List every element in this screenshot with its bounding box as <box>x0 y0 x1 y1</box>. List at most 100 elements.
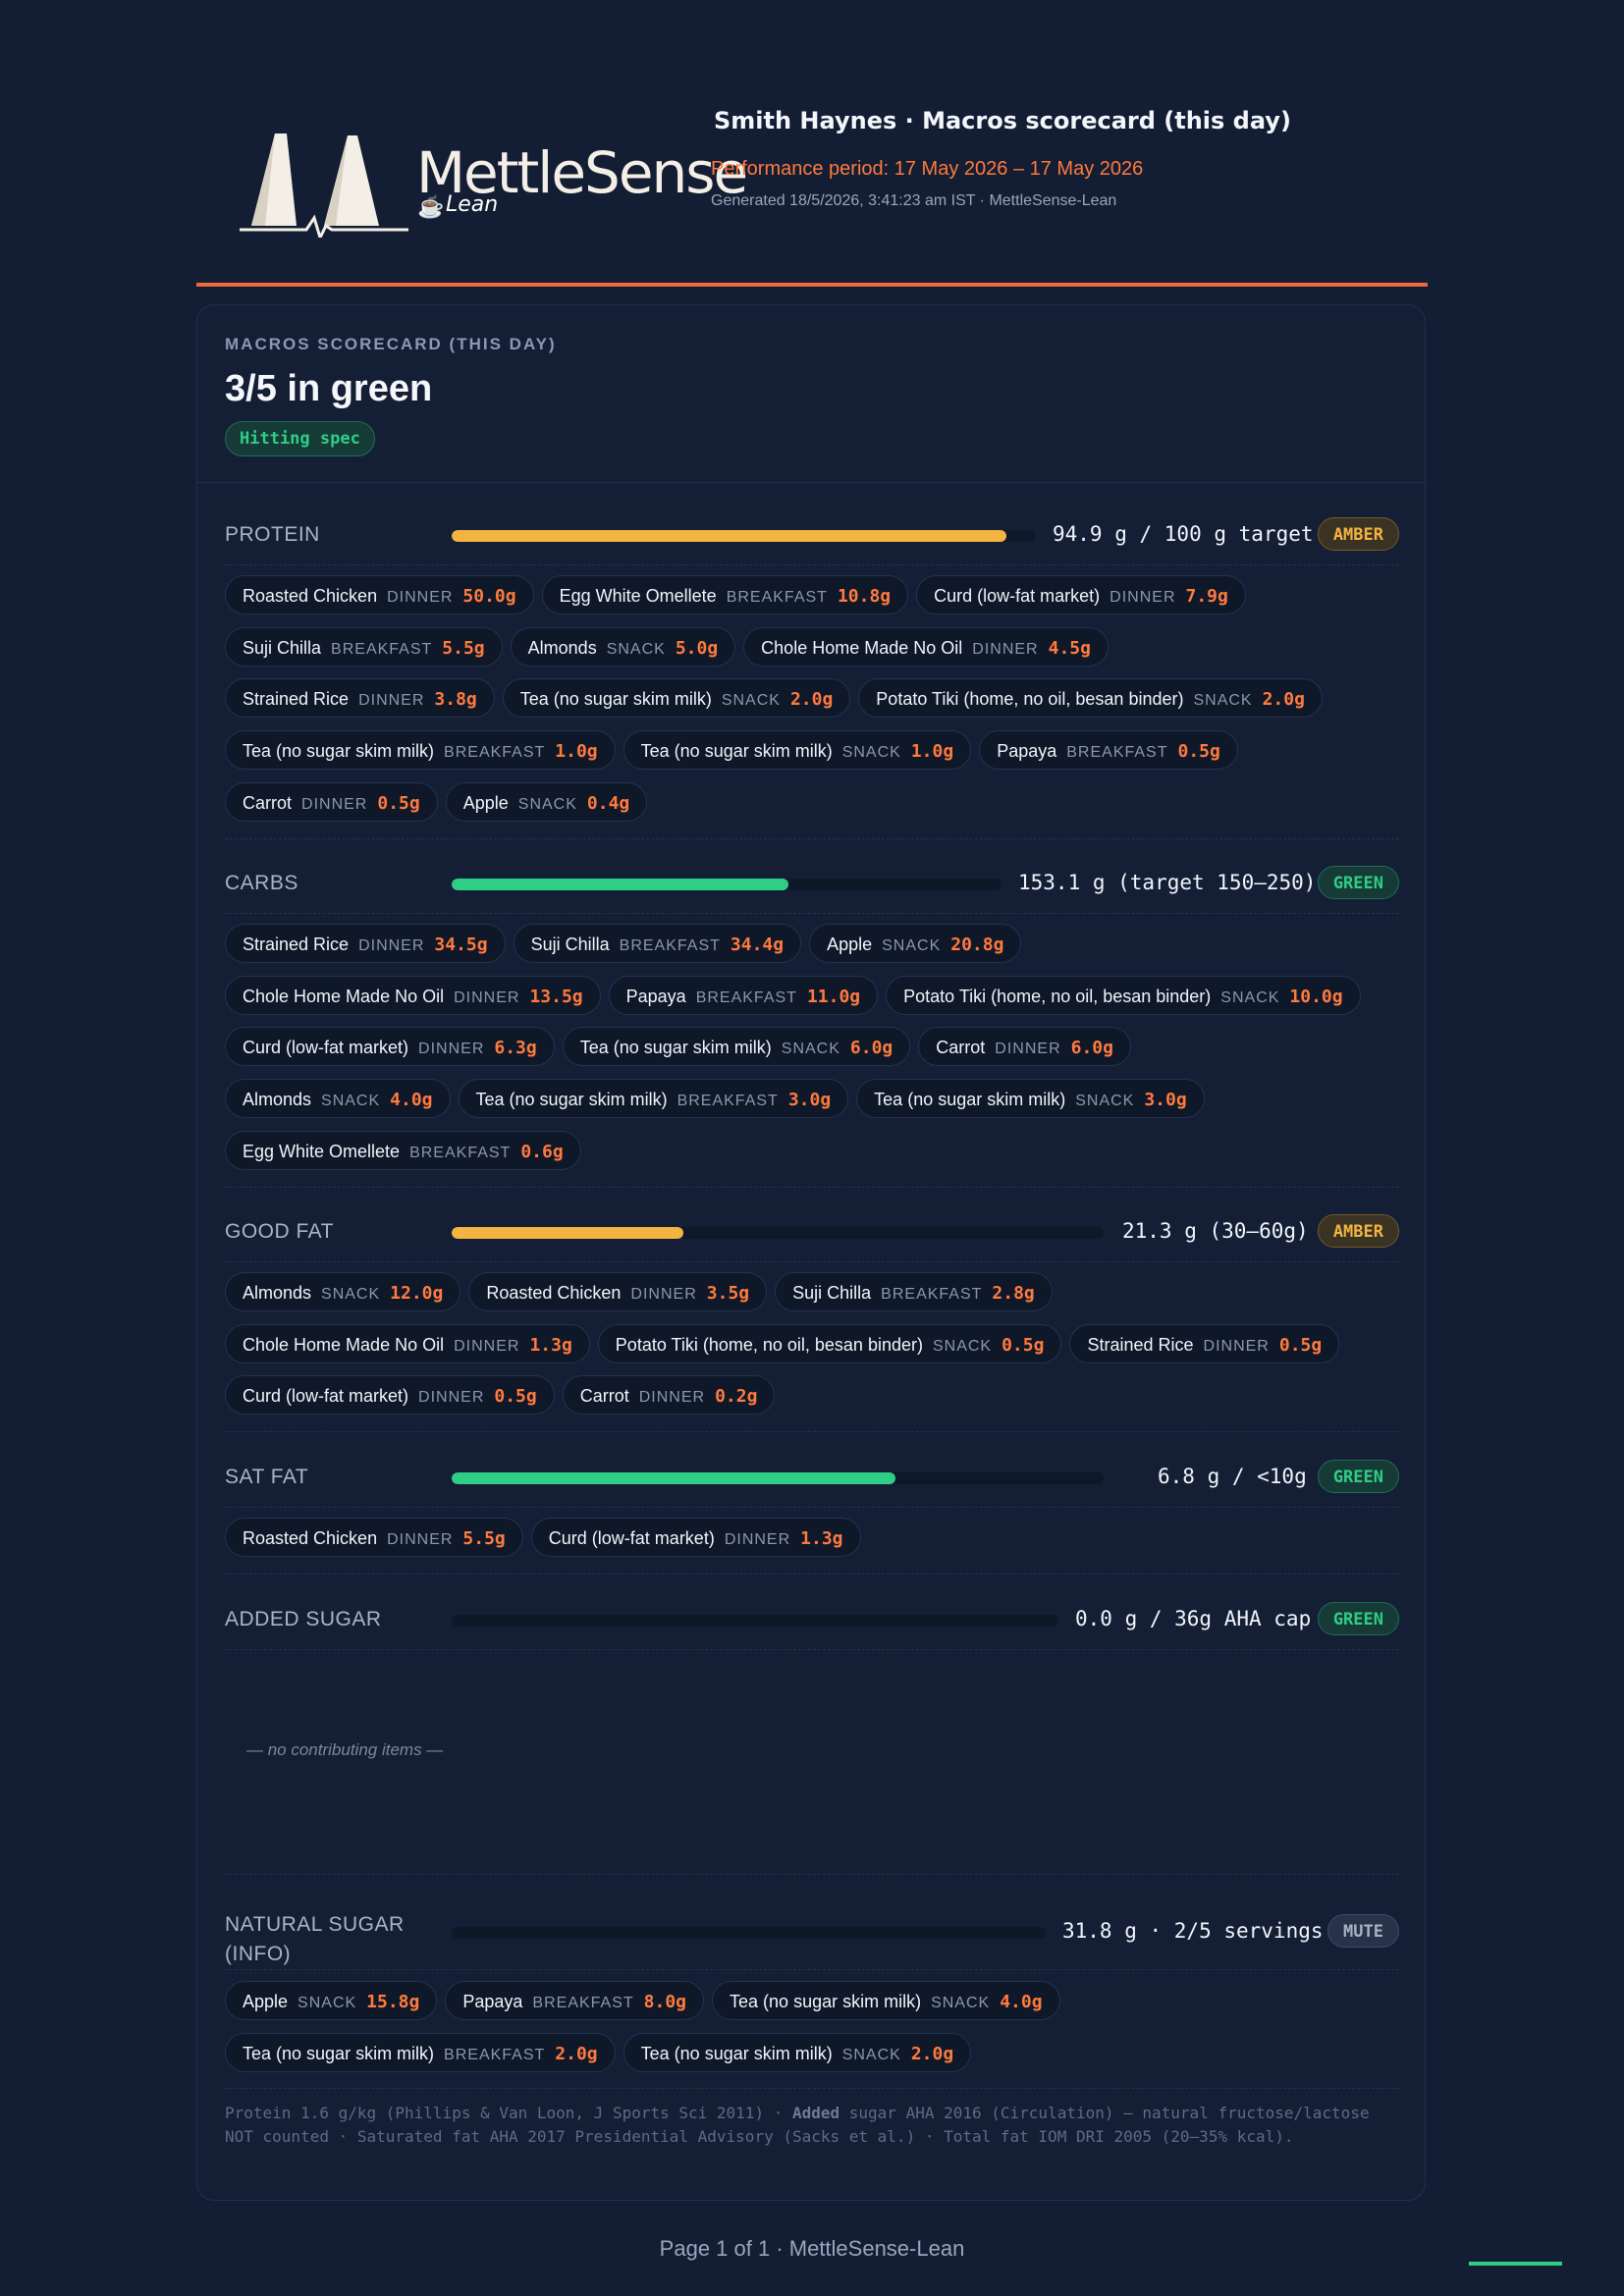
scorecard-score: 3/5 in green <box>225 368 433 409</box>
metric-natural-sugar-info: NATURAL SUGAR (INFO) 31.8 g · 2/5 serving… <box>225 1912 1399 2090</box>
food-amount: 0.5g <box>494 1386 537 1408</box>
food-name: Papaya <box>625 986 686 1006</box>
divider <box>225 1431 1399 1433</box>
food-chip: Curd (low-fat market) DINNER 1.3g <box>530 1518 861 1557</box>
sources-note-part2: sugar AHA 2016 (Circulation) — natural f… <box>225 2104 1370 2146</box>
food-amount: 1.0g <box>555 741 598 763</box>
food-name: Curd (low-fat market) <box>548 1528 715 1548</box>
food-name: Almonds <box>527 637 597 658</box>
food-chip: Curd (low-fat market) DINNER 6.3g <box>225 1027 555 1067</box>
food-amount: 6.3g <box>494 1038 537 1059</box>
metric-protein: PROTEIN 94.9 g / 100 g target AMBER Roasted… <box>225 515 1399 839</box>
contributor-chips: Strained Rice DINNER 34.5g Suji Chilla BREAK… <box>225 924 1399 1182</box>
contributor-chips: Roasted Chicken DINNER 50.0g Egg White Omel… <box>225 575 1399 833</box>
divider <box>225 2088 1399 2090</box>
food-amount: 12.0g <box>390 1283 444 1304</box>
food-chip: Roasted Chicken DINNER 50.0g <box>225 575 534 614</box>
metric-label: ADDED SUGAR <box>225 1608 382 1630</box>
food-amount: 5.5g <box>462 1528 506 1549</box>
food-amount: 4.5g <box>1048 637 1091 659</box>
food-name: Potato Tiki (home, no oil, besan binder) <box>876 689 1184 710</box>
food-chip: Suji Chilla BREAKFAST 5.5g <box>225 626 503 667</box>
chip-row: Curd (low-fat market) DINNER 6.3g Tea (no s… <box>225 1027 1399 1079</box>
food-chip: Tea (no sugar skim milk) SNACK 2.0g <box>502 678 851 719</box>
food-amount: 0.2g <box>715 1386 758 1408</box>
meal-tag: SNACK <box>1220 988 1280 1006</box>
meal-tag: SNACK <box>721 692 781 710</box>
food-name: Tea (no sugar skim milk) <box>519 689 712 710</box>
food-chip: Tea (no sugar skim milk) BREAKFAST 3.0g <box>458 1079 849 1119</box>
food-name: Suji Chilla <box>792 1283 872 1303</box>
food-name: Egg White Omellete <box>559 586 717 606</box>
food-name: Chole Home Made No Oil <box>243 1334 445 1355</box>
food-name: Curd (low-fat market) <box>934 586 1101 606</box>
food-chip: Papaya BREAKFAST 8.0g <box>445 1981 705 2020</box>
food-name: Roasted Chicken <box>243 586 378 606</box>
report-title: Smith Haynes · Macros scorecard (this da… <box>714 107 1291 134</box>
food-chip: Tea (no sugar skim milk) SNACK 6.0g <box>562 1027 911 1067</box>
metric-header-row: CARBS 153.1 g (target 150–250) GREEN <box>225 864 1399 903</box>
chip-row: Carrot DINNER 0.5g Apple SNACK 0.4g <box>225 781 1399 834</box>
header-divider <box>196 283 1428 287</box>
food-chip: Carrot DINNER 6.0g <box>918 1027 1131 1067</box>
meal-tag: BREAKFAST <box>409 1144 512 1161</box>
status-badge: GREEN <box>1317 866 1399 899</box>
meal-tag: BREAKFAST <box>619 937 721 954</box>
food-amount: 6.0g <box>849 1038 893 1059</box>
food-amount: 6.0g <box>1070 1038 1113 1059</box>
food-amount: 0.4g <box>586 792 630 814</box>
food-name: Curd (low-fat market) <box>243 1038 409 1058</box>
meal-tag: DINNER <box>454 988 520 1006</box>
food-chip: Suji Chilla BREAKFAST 34.4g <box>513 924 802 963</box>
food-name: Carrot <box>579 1386 629 1407</box>
food-chip: Suji Chilla BREAKFAST 2.8g <box>775 1272 1053 1311</box>
meal-tag: BREAKFAST <box>677 1093 779 1110</box>
scorecard-summary: MACROS SCORECARD (THIS DAY) 3/5 in green… <box>197 305 1425 483</box>
mountain-pulse-icon <box>240 133 408 238</box>
food-name: Potato Tiki (home, no oil, besan binder) <box>615 1334 923 1355</box>
chip-row: Chole Home Made No Oil DINNER 1.3g Potato T… <box>225 1323 1399 1376</box>
food-amount: 0.6g <box>520 1141 564 1162</box>
progress-fill <box>452 530 1006 542</box>
food-name: Tea (no sugar skim milk) <box>243 2043 435 2063</box>
food-name: Potato Tiki (home, no oil, besan binder) <box>903 986 1212 1006</box>
food-amount: 5.5g <box>442 637 485 659</box>
divider <box>225 913 1399 914</box>
metric-header-row: SAT FAT 6.8 g / <10g GREEN <box>225 1458 1399 1497</box>
metric-header-row: NATURAL SUGAR (INFO) 31.8 g · 2/5 serving… <box>225 1912 1399 1965</box>
meal-tag: SNACK <box>321 1093 381 1110</box>
food-chip: Curd (low-fat market) DINNER 0.5g <box>225 1375 555 1415</box>
metric-header-row: GOOD FAT 21.3 g (30–60g) AMBER <box>225 1212 1399 1252</box>
metric-added-sugar: ADDED SUGAR 0.0 g / 36g AHA cap GREEN — no … <box>225 1600 1399 1875</box>
metric-header-row: ADDED SUGAR 0.0 g / 36g AHA cap GREEN <box>225 1600 1399 1639</box>
food-amount: 3.0g <box>1144 1090 1187 1111</box>
food-amount: 8.0g <box>643 1992 687 2012</box>
meal-tag: BREAKFAST <box>444 744 546 762</box>
status-badge: GREEN <box>1317 1602 1399 1635</box>
meal-tag: SNACK <box>932 1337 993 1355</box>
food-amount: 0.5g <box>377 792 420 814</box>
hitting-spec-badge: Hitting spec <box>225 421 375 456</box>
food-name: Roasted Chicken <box>243 1528 378 1548</box>
footer-accent-line <box>1469 2262 1562 2266</box>
chip-row: Apple SNACK 15.8g Papaya BREAKFAST 8.0g Tea (n… <box>225 1981 1399 2033</box>
metric-label: CARBS <box>225 872 298 894</box>
food-chip: Apple SNACK 20.8g <box>809 924 1022 963</box>
food-name: Carrot <box>936 1038 986 1058</box>
meal-tag: SNACK <box>841 744 901 762</box>
meal-tag: DINNER <box>387 1531 454 1548</box>
divider <box>225 1969 1399 1970</box>
food-chip: Carrot DINNER 0.5g <box>225 781 438 822</box>
chip-row: Tea (no sugar skim milk) BREAKFAST 2.0g Tea… <box>225 2032 1399 2085</box>
progress-fill <box>452 1227 683 1239</box>
metric-label: SAT FAT <box>225 1466 309 1488</box>
food-name: Strained Rice <box>243 689 350 710</box>
macros-scorecard-card: MACROS SCORECARD (THIS DAY) 3/5 in green… <box>196 304 1426 2201</box>
food-name: Suji Chilla <box>530 934 610 954</box>
chip-row: Strained Rice DINNER 3.8g Tea (no sugar ski… <box>225 678 1399 730</box>
food-name: Tea (no sugar skim milk) <box>579 1038 772 1058</box>
status-badge: AMBER <box>1317 1214 1399 1248</box>
meal-tag: DINNER <box>387 589 454 606</box>
meal-tag: DINNER <box>301 795 368 813</box>
food-amount: 1.3g <box>800 1528 843 1549</box>
